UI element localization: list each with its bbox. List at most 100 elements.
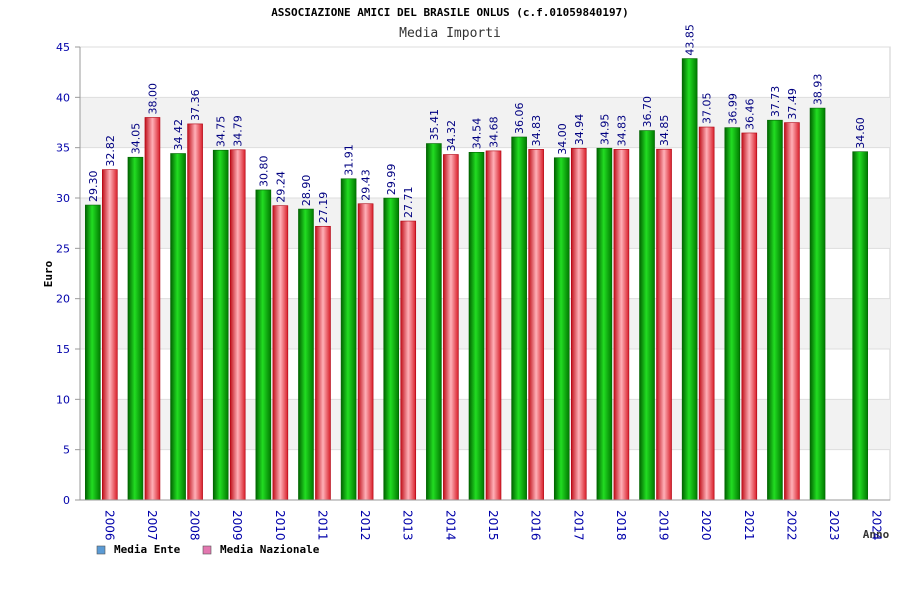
x-tick-label: 2014 xyxy=(443,510,457,541)
bar-media-ente xyxy=(85,204,101,501)
bar-media-ente xyxy=(298,208,314,501)
bar-media-ente xyxy=(724,127,741,501)
data-label: 29.99 xyxy=(385,164,398,196)
bar-media-ente xyxy=(468,151,485,501)
bar-media-nazionale xyxy=(784,122,800,501)
bar-media-nazionale xyxy=(570,147,587,501)
data-label: 43.85 xyxy=(684,24,697,56)
bar-media-ente xyxy=(170,153,186,501)
bar-media-ente xyxy=(852,151,868,501)
data-label: 32.82 xyxy=(104,135,117,167)
y-tick-label: 40 xyxy=(56,91,70,104)
data-label: 29.30 xyxy=(87,171,100,203)
bar-media-ente xyxy=(127,156,144,501)
data-label: 35.41 xyxy=(428,109,441,141)
bar-media-nazionale xyxy=(144,117,161,501)
data-label: 34.60 xyxy=(854,117,867,149)
data-label: 29.43 xyxy=(360,169,373,201)
data-label: 34.79 xyxy=(232,115,245,147)
data-label: 27.19 xyxy=(317,192,330,224)
data-label: 38.00 xyxy=(146,83,159,115)
chart-title: ASSOCIAZIONE AMICI DEL BRASILE ONLUS (c.… xyxy=(271,6,629,19)
data-label: 37.73 xyxy=(769,86,782,118)
legend-label: Media Ente xyxy=(114,543,181,556)
bar-media-ente xyxy=(383,197,400,501)
bar-media-ente xyxy=(681,58,698,501)
data-label: 34.85 xyxy=(658,115,671,147)
data-label: 34.32 xyxy=(445,120,458,152)
y-tick-label: 30 xyxy=(56,192,70,205)
data-label: 34.83 xyxy=(615,115,628,147)
x-tick-label: 2013 xyxy=(401,510,415,541)
legend-label: Media Nazionale xyxy=(220,543,320,556)
data-label: 30.80 xyxy=(257,155,270,187)
bar-media-nazionale xyxy=(357,203,374,501)
x-tick-label: 2022 xyxy=(784,510,798,541)
x-tick-label: 2021 xyxy=(742,510,756,541)
bar-media-ente xyxy=(340,178,357,501)
bar-media-ente xyxy=(639,130,655,501)
x-tick-label: 2019 xyxy=(657,510,671,541)
bar-media-nazionale xyxy=(400,220,417,501)
x-tick-label: 2007 xyxy=(145,510,159,541)
bar-media-ente xyxy=(426,143,442,501)
y-tick-label: 25 xyxy=(56,242,70,255)
x-tick-label: 2024 xyxy=(870,510,884,541)
data-label: 31.91 xyxy=(343,144,356,176)
x-tick-label: 2023 xyxy=(827,510,841,541)
bar-media-nazionale xyxy=(741,132,758,501)
bar-media-nazionale xyxy=(187,123,203,501)
bar-media-ente xyxy=(596,147,613,501)
y-tick-label: 5 xyxy=(63,444,70,457)
bar-media-nazionale xyxy=(528,149,544,501)
data-label: 38.93 xyxy=(812,74,825,106)
data-label: 34.95 xyxy=(598,114,611,146)
y-tick-label: 0 xyxy=(63,494,70,507)
data-label: 36.46 xyxy=(743,98,756,130)
bar-media-nazionale xyxy=(485,150,502,501)
x-tick-label: 2008 xyxy=(188,510,202,541)
data-label: 28.90 xyxy=(300,175,313,207)
bar-media-ente xyxy=(767,119,783,501)
bar-media-nazionale xyxy=(443,154,459,501)
data-label: 34.75 xyxy=(215,116,228,148)
bar-media-nazionale xyxy=(272,205,289,501)
x-tick-label: 2011 xyxy=(315,510,329,541)
bar-media-nazionale xyxy=(229,149,246,501)
legend-swatch xyxy=(96,545,106,555)
x-tick-label: 2009 xyxy=(230,510,244,541)
data-label: 34.54 xyxy=(471,118,484,150)
data-label: 36.06 xyxy=(513,102,526,134)
bar-media-ente xyxy=(511,136,527,501)
x-tick-label: 2006 xyxy=(102,510,116,541)
data-label: 29.24 xyxy=(274,171,287,203)
data-label: 37.05 xyxy=(701,93,714,125)
y-tick-label: 15 xyxy=(56,343,70,356)
x-tick-label: 2016 xyxy=(529,510,543,541)
data-label: 34.05 xyxy=(129,123,142,155)
data-label: 36.70 xyxy=(641,96,654,128)
bar-media-nazionale xyxy=(613,149,630,501)
bar-media-ente xyxy=(809,107,826,501)
bar-media-nazionale xyxy=(656,148,672,501)
data-label: 27.71 xyxy=(402,187,415,219)
data-label: 34.68 xyxy=(488,116,501,148)
x-tick-label: 2010 xyxy=(273,510,287,541)
bar-media-ente xyxy=(212,149,229,501)
chart-subtitle: Media Importi xyxy=(399,26,501,41)
data-label: 36.99 xyxy=(726,93,739,125)
bar-media-ente xyxy=(553,157,570,501)
bar-media-nazionale xyxy=(315,225,331,501)
bar-media-nazionale xyxy=(698,126,715,501)
legend-swatch xyxy=(202,545,212,555)
y-tick-label: 20 xyxy=(56,293,70,306)
x-tick-label: 2018 xyxy=(614,510,628,541)
data-label: 34.83 xyxy=(530,115,543,147)
data-label: 37.36 xyxy=(189,89,202,121)
x-tick-label: 2015 xyxy=(486,510,500,541)
x-tick-label: 2017 xyxy=(571,510,585,541)
y-tick-label: 35 xyxy=(56,142,70,155)
bar-media-ente xyxy=(255,189,272,501)
data-label: 34.42 xyxy=(172,119,185,151)
